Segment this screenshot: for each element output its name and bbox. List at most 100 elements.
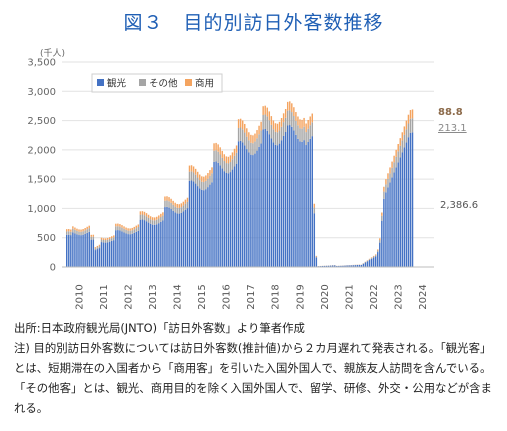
bar-segment (86, 226, 88, 230)
bar-segment (315, 256, 318, 258)
bar-segment (364, 262, 367, 267)
bar-segment (379, 240, 381, 243)
bar-segment (366, 261, 369, 267)
bar-segment (82, 231, 84, 235)
bar-segment (399, 145, 401, 158)
bar-segment (70, 231, 72, 236)
bar-segment (180, 207, 183, 213)
bar-segment (162, 220, 164, 267)
bar-segment (325, 265, 328, 267)
bar-segment (190, 165, 193, 172)
bar-segment (147, 214, 150, 218)
bar-segment (158, 215, 160, 219)
bar-segment (160, 216, 162, 222)
bar-segment (372, 255, 375, 257)
bar-segment (182, 205, 185, 212)
commercial-data-label: 88.8 (438, 107, 463, 118)
bar-segment (153, 224, 156, 267)
bar-segment (219, 154, 221, 166)
bar-segment (80, 231, 82, 236)
bar-segment (135, 231, 138, 267)
bar-segment (237, 127, 240, 142)
bar-segment (201, 176, 203, 182)
y-tick-label: 500 (37, 233, 56, 244)
bar-segment (223, 154, 226, 162)
bar-segment (172, 204, 174, 211)
other-data-label: 213.1 (438, 123, 467, 134)
y-tick-label: 1,500 (27, 175, 56, 186)
bar-segment (141, 214, 144, 220)
bar-segment (90, 239, 93, 267)
bar-segment (188, 171, 191, 181)
bar-segment (158, 218, 160, 224)
bar-segment (235, 163, 238, 267)
bar-segment (377, 250, 379, 253)
bar-segment (397, 162, 399, 267)
bar-segment (192, 181, 195, 267)
bar-segment (123, 226, 125, 229)
bar-segment (379, 238, 381, 241)
explanatory-note: 注) 目的別訪日外客数については訪日外客数(推計値)から２カ月遅れて発表される。… (14, 341, 492, 415)
x-tick-label: 2021 (344, 284, 355, 309)
bar-segment (190, 171, 193, 181)
bar-segment (397, 151, 399, 163)
bar-segment (270, 116, 273, 125)
bar-segment (276, 132, 279, 146)
bar-segment (256, 150, 258, 267)
bar-segment (293, 130, 295, 267)
bar-segment (250, 142, 252, 155)
bar-segment (111, 240, 113, 267)
legend-swatch (97, 79, 104, 86)
bar-segment (323, 265, 326, 267)
bar-segment (104, 242, 107, 267)
bar-segment (368, 259, 371, 261)
bar-segment (301, 141, 303, 267)
bar-segment (78, 231, 80, 236)
bar-segment (231, 159, 234, 170)
bar-segment (401, 152, 404, 267)
bar-segment (125, 227, 127, 230)
bar-segment (395, 149, 397, 157)
bar-segment (391, 177, 393, 267)
bar-segment (370, 257, 373, 259)
bar-segment (370, 258, 373, 267)
bar-segment (248, 132, 250, 141)
bar-segment (389, 173, 391, 183)
bar-segment (153, 217, 156, 221)
bar-segment (399, 138, 401, 146)
bar-segment (217, 151, 219, 163)
bar-segment (262, 129, 264, 267)
bar-segment (129, 234, 131, 267)
x-tick-label: 2017 (246, 284, 257, 309)
bar-segment (158, 223, 160, 267)
bar-segment (346, 265, 348, 267)
bar-segment (84, 230, 86, 234)
bar-segment (166, 200, 168, 207)
bar-segment (366, 260, 369, 262)
bar-segment (387, 173, 389, 179)
bar-segment (289, 125, 291, 267)
bar-segment (211, 173, 213, 183)
bar-segment (162, 212, 164, 216)
bar-segment (88, 225, 90, 229)
bar-segment (68, 231, 70, 235)
bar-segment (231, 152, 234, 160)
bar-segment (70, 229, 72, 232)
bar-segment (98, 244, 101, 247)
bar-segment (82, 229, 84, 232)
bar-segment (76, 230, 78, 235)
bar-segment (219, 147, 221, 155)
bar-segment (289, 110, 291, 126)
bar-segment (276, 123, 279, 133)
bar-segment (284, 132, 287, 267)
x-tick-label: 2013 (148, 284, 159, 309)
bar-segment (188, 165, 191, 172)
bar-segment (143, 215, 146, 221)
bar-segment (391, 161, 393, 168)
bar-segment (92, 236, 95, 240)
bar-segment (119, 224, 121, 227)
bar-segment (100, 239, 103, 243)
bar-segment (184, 209, 187, 267)
bar-segment (86, 232, 88, 267)
bar-segment (113, 235, 115, 238)
